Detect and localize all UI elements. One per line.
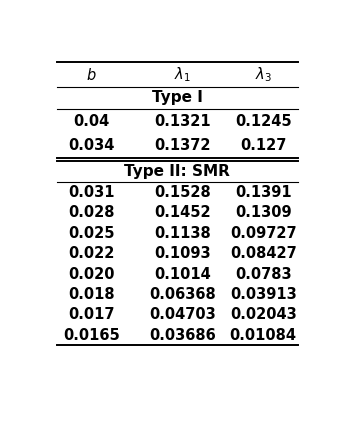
- Text: 0.1093: 0.1093: [154, 246, 211, 261]
- Text: $\lambda_3$: $\lambda_3$: [255, 65, 272, 84]
- Text: 0.028: 0.028: [68, 206, 115, 220]
- Text: Type II: SMR: Type II: SMR: [125, 164, 230, 179]
- Text: 0.03913: 0.03913: [230, 287, 297, 302]
- Text: 0.018: 0.018: [68, 287, 115, 302]
- Text: 0.1309: 0.1309: [235, 206, 291, 220]
- Text: 0.017: 0.017: [68, 307, 115, 322]
- Text: 0.09727: 0.09727: [230, 226, 297, 241]
- Text: 0.031: 0.031: [68, 185, 115, 200]
- Text: 0.01084: 0.01084: [230, 327, 297, 343]
- Text: 0.1452: 0.1452: [154, 206, 211, 220]
- Text: $\lambda_1$: $\lambda_1$: [174, 65, 191, 84]
- Text: 0.1321: 0.1321: [154, 113, 211, 129]
- Text: 0.1245: 0.1245: [235, 113, 291, 129]
- Text: 0.02043: 0.02043: [230, 307, 297, 322]
- Text: 0.08427: 0.08427: [230, 246, 297, 261]
- Text: 0.034: 0.034: [68, 138, 115, 153]
- Text: 0.1391: 0.1391: [235, 185, 291, 200]
- Text: 0.0783: 0.0783: [235, 267, 291, 281]
- Text: 0.1528: 0.1528: [154, 185, 211, 200]
- Text: 0.1138: 0.1138: [154, 226, 211, 241]
- Text: 0.04703: 0.04703: [149, 307, 216, 322]
- Text: 0.04: 0.04: [73, 113, 110, 129]
- Text: 0.0165: 0.0165: [63, 327, 120, 343]
- Text: 0.025: 0.025: [68, 226, 115, 241]
- Text: 0.03686: 0.03686: [149, 327, 216, 343]
- Text: 0.020: 0.020: [68, 267, 115, 281]
- Text: 0.1372: 0.1372: [154, 138, 211, 153]
- Text: 0.127: 0.127: [240, 138, 286, 153]
- Text: $b$: $b$: [86, 67, 97, 83]
- Text: Type I: Type I: [152, 90, 203, 105]
- Text: 0.1014: 0.1014: [154, 267, 211, 281]
- Text: 0.06368: 0.06368: [149, 287, 216, 302]
- Text: 0.022: 0.022: [68, 246, 115, 261]
